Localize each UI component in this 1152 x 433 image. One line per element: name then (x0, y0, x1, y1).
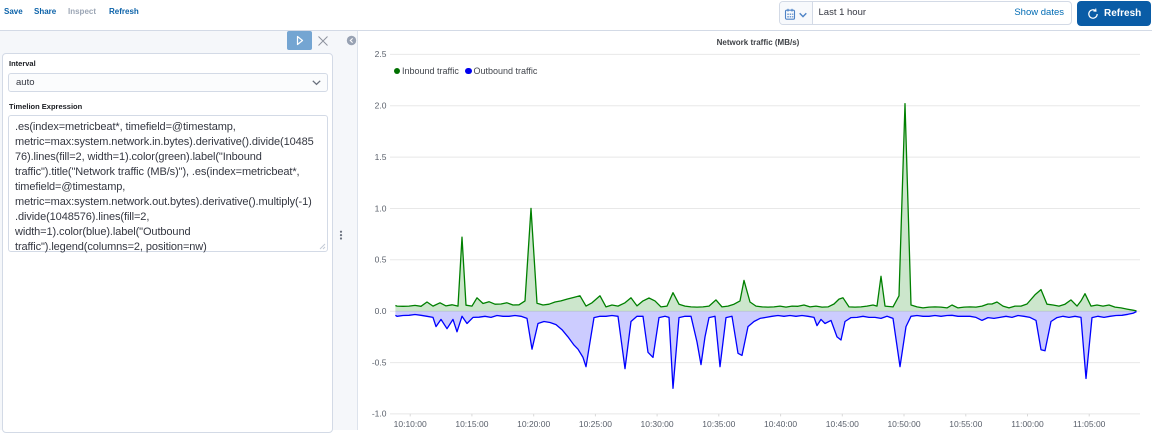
svg-text:-1.0: -1.0 (372, 409, 387, 419)
svg-text:0.5: 0.5 (375, 255, 387, 265)
svg-text:10:20:00: 10:20:00 (517, 419, 550, 429)
svg-text:11:05:00: 11:05:00 (1073, 419, 1106, 429)
svg-text:10:35:00: 10:35:00 (702, 419, 735, 429)
svg-text:0.0: 0.0 (375, 306, 387, 316)
svg-text:10:15:00: 10:15:00 (455, 419, 488, 429)
svg-text:1.0: 1.0 (375, 203, 387, 213)
svg-text:10:50:00: 10:50:00 (887, 419, 920, 429)
svg-text:10:25:00: 10:25:00 (579, 419, 612, 429)
svg-text:2.0: 2.0 (375, 101, 387, 111)
svg-text:10:55:00: 10:55:00 (949, 419, 982, 429)
svg-text:2.5: 2.5 (375, 49, 387, 59)
svg-text:11:00:00: 11:00:00 (1011, 419, 1044, 429)
svg-text:10:10:00: 10:10:00 (394, 419, 427, 429)
svg-text:10:40:00: 10:40:00 (764, 419, 797, 429)
svg-text:10:30:00: 10:30:00 (641, 419, 674, 429)
svg-text:-0.5: -0.5 (372, 357, 387, 367)
svg-text:10:45:00: 10:45:00 (826, 419, 859, 429)
svg-text:1.5: 1.5 (375, 152, 387, 162)
